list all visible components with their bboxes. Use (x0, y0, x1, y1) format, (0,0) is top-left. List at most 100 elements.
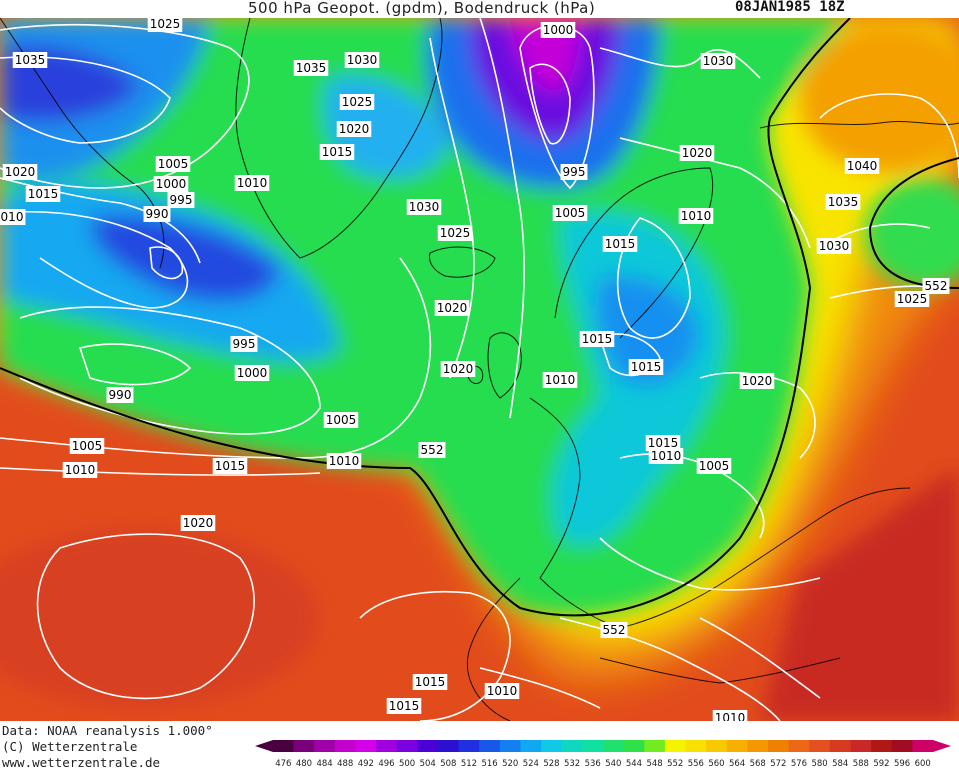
scale-swatch (623, 740, 645, 752)
isobar-label: 1010 (712, 710, 748, 721)
isobar-label: 1000 (540, 22, 576, 38)
scale-tick-label: 488 (337, 759, 353, 769)
svg-text:1020: 1020 (183, 516, 214, 530)
svg-text:1030: 1030 (347, 53, 378, 67)
map-title: 500 hPa Geopot. (gpdm), Bodendruck (hPa) (248, 0, 596, 17)
scale-tick-label: 508 (440, 759, 456, 769)
scale-tick-label: 564 (729, 759, 745, 769)
scale-arrow-right (933, 740, 951, 752)
isobar-label: 1035 (293, 60, 329, 76)
scale-swatch (479, 740, 501, 752)
svg-text:552: 552 (925, 279, 948, 293)
scale-tick-label: 560 (708, 759, 724, 769)
svg-text:1035: 1035 (15, 53, 46, 67)
scale-tick-label: 520 (502, 759, 518, 769)
isobar-label: 1015 (386, 698, 422, 714)
isobar-label: 1005 (696, 458, 732, 474)
scale-tick-label: 536 (585, 759, 601, 769)
isobar-label: 1020 (440, 361, 476, 377)
svg-text:1040: 1040 (847, 159, 878, 173)
scale-tick-label: 592 (873, 759, 889, 769)
scale-tick-label: 568 (750, 759, 766, 769)
scale-swatch (788, 740, 810, 752)
scale-tick-label: 532 (564, 759, 580, 769)
website-link[interactable]: www.wetterzentrale.de (2, 755, 161, 770)
svg-text:1010: 1010 (65, 463, 96, 477)
svg-text:1015: 1015 (648, 436, 679, 450)
scale-swatch (334, 740, 356, 752)
scale-tick-label: 584 (832, 759, 848, 769)
scale-tick-label: 484 (316, 759, 332, 769)
svg-text:010: 010 (1, 210, 24, 224)
scale-tick-label: 524 (523, 759, 539, 769)
svg-text:1015: 1015 (605, 237, 636, 251)
svg-text:990: 990 (146, 207, 169, 221)
isobar-label: 1015 (25, 186, 61, 202)
isobar-label: 995 (167, 192, 195, 208)
isobar-label: 1015 (579, 331, 615, 347)
scale-tick-label: 492 (358, 759, 374, 769)
svg-text:990: 990 (109, 388, 132, 402)
geopotential-field (0, 18, 959, 721)
svg-text:1005: 1005 (699, 459, 730, 473)
scale-swatch (912, 740, 934, 752)
scale-swatch (871, 740, 893, 752)
scale-tick-label: 548 (646, 759, 662, 769)
isobar-label: 1030 (700, 53, 736, 69)
pressure-labels: 1025103510351030100010301025102010151005… (0, 18, 930, 721)
isobar-label: 1015 (412, 674, 448, 690)
scale-swatch (541, 740, 563, 752)
isobar-label: 1010 (542, 372, 578, 388)
scale-swatch (561, 740, 583, 752)
scale-tick-label: 496 (378, 759, 394, 769)
isobar-label: 1030 (406, 199, 442, 215)
scale-tick-label: 580 (811, 759, 827, 769)
svg-text:1010: 1010 (329, 454, 360, 468)
geopotential-label: 552 (922, 278, 950, 294)
svg-text:1030: 1030 (819, 239, 850, 253)
svg-text:1020: 1020 (5, 165, 36, 179)
isobar-label: 1010 (234, 175, 270, 191)
svg-text:1025: 1025 (440, 226, 471, 240)
svg-text:1025: 1025 (150, 18, 181, 31)
scale-tick-label: 504 (420, 759, 436, 769)
scale-swatch (355, 740, 377, 752)
scale-swatch (376, 740, 398, 752)
svg-text:1015: 1015 (28, 187, 59, 201)
scale-swatch (685, 740, 707, 752)
scale-swatch (603, 740, 625, 752)
isobar-label: 1020 (434, 300, 470, 316)
scale-swatch (417, 740, 439, 752)
svg-text:1015: 1015 (322, 145, 353, 159)
svg-text:1010: 1010 (237, 176, 268, 190)
scale-tick-label: 600 (915, 759, 931, 769)
svg-text:1020: 1020 (339, 122, 370, 136)
svg-text:1030: 1030 (409, 200, 440, 214)
isobar-label: 1025 (894, 291, 930, 307)
isobar-label: 1020 (679, 145, 715, 161)
isobar-label: 995 (560, 164, 588, 180)
isobar-label: 1015 (212, 458, 248, 474)
isobar-label: 1030 (816, 238, 852, 254)
svg-text:1015: 1015 (415, 675, 446, 689)
isobar-label: 1010 (326, 453, 362, 469)
scale-swatch (850, 740, 872, 752)
isobar-label: 1005 (155, 156, 191, 172)
scale-swatch (768, 740, 790, 752)
scale-swatch (891, 740, 913, 752)
scale-swatch (458, 740, 480, 752)
isobar-label: 010 (0, 209, 26, 225)
svg-text:1020: 1020 (443, 362, 474, 376)
svg-text:995: 995 (233, 337, 256, 351)
svg-text:1015: 1015 (215, 459, 246, 473)
scale-tick-label: 576 (791, 759, 807, 769)
scale-tick-label: 476 (275, 759, 291, 769)
scale-tick-label: 528 (543, 759, 559, 769)
svg-text:995: 995 (563, 165, 586, 179)
isobar-label: 1005 (323, 412, 359, 428)
svg-text:1020: 1020 (437, 301, 468, 315)
scale-swatch (293, 740, 315, 752)
svg-text:552: 552 (603, 623, 626, 637)
scale-swatch (664, 740, 686, 752)
svg-text:1030: 1030 (703, 54, 734, 68)
